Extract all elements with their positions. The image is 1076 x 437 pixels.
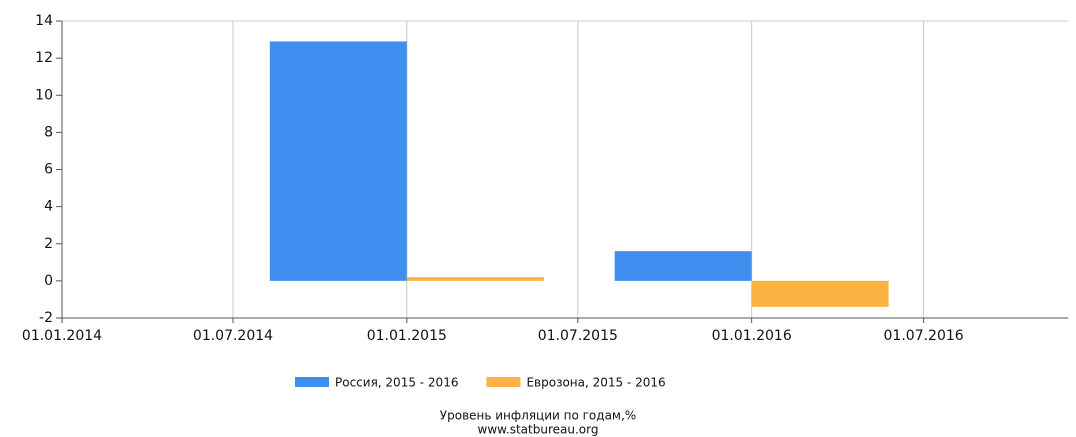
bar xyxy=(406,277,544,281)
legend-swatch xyxy=(486,377,521,387)
legend-label: Россия, 2015 - 2016 xyxy=(335,376,458,390)
y-tick-label: 10 xyxy=(35,87,53,103)
bar xyxy=(751,280,889,307)
x-tick-label: 01.01.2014 xyxy=(22,328,102,344)
y-tick-label: 8 xyxy=(44,124,53,140)
caption: Уровень инфляции по годам,% xyxy=(440,409,636,423)
y-tick-label: 14 xyxy=(35,13,53,29)
x-tick-label: 01.01.2015 xyxy=(367,328,447,344)
legend-label: Еврозона, 2015 - 2016 xyxy=(526,376,665,390)
y-tick-label: -2 xyxy=(39,310,53,326)
y-tick-label: 12 xyxy=(35,50,53,66)
y-tick-label: 6 xyxy=(44,162,53,178)
x-tick-label: 01.07.2016 xyxy=(884,328,964,344)
x-tick-label: 01.07.2015 xyxy=(538,328,618,344)
x-tick-label: 01.01.2016 xyxy=(712,328,792,344)
y-tick-label: 0 xyxy=(44,273,53,289)
y-tick-label: 4 xyxy=(44,199,53,215)
source: www.statbureau.org xyxy=(478,423,599,437)
y-tick-label: 2 xyxy=(44,236,53,252)
x-tick-label: 01.07.2014 xyxy=(193,328,273,344)
bar xyxy=(269,41,407,281)
bar xyxy=(614,251,752,281)
legend-swatch xyxy=(295,377,329,387)
